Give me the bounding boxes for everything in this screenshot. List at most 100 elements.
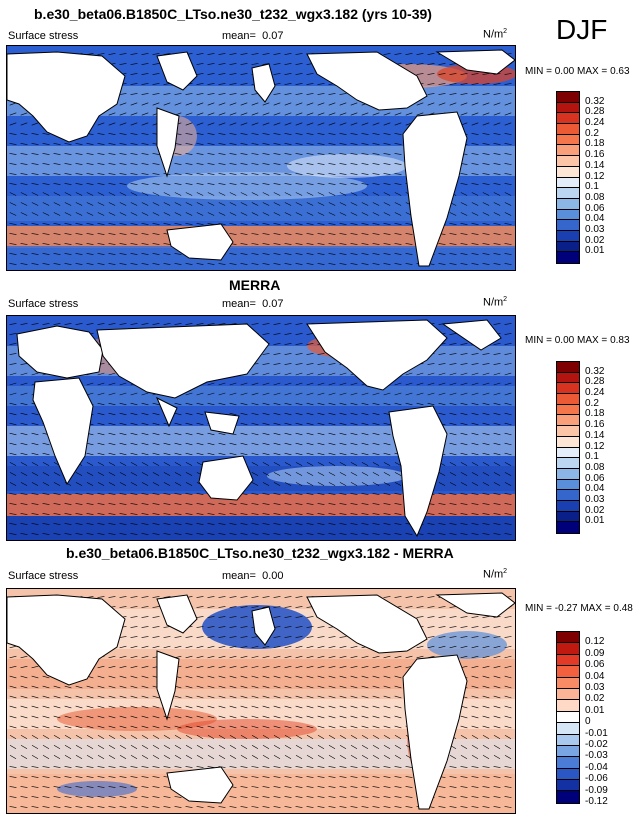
wind-vector [328,153,336,155]
wind-vector [482,636,490,638]
wind-vector [20,263,28,265]
wind-vector [306,382,314,386]
wind-vector [75,233,83,235]
wind-vector [372,806,380,808]
wind-vector [218,626,226,628]
wind-vector [141,754,149,760]
wind-vector [119,636,127,638]
wind-vector [504,343,512,345]
wind-vector [372,402,380,406]
wind-vector [163,533,171,535]
wind-vector [317,472,325,476]
wind-vector [449,432,457,436]
max-value: 0.48 [613,603,633,614]
wind-vector [185,754,193,760]
wind-vector [317,173,325,175]
colorbar-swatch [557,688,579,701]
wind-vector [119,523,127,525]
wind-vector [482,192,490,196]
wind-vector [152,243,160,245]
wind-vector [273,233,281,235]
wind-vector [262,163,270,165]
wind-vector [350,122,358,126]
wind-vector [251,754,259,760]
wind-vector [42,212,50,216]
wind-vector [53,725,61,729]
wind-vector [438,382,446,386]
wind-vector [471,102,479,106]
wind-vector [251,382,259,386]
wind-vector [185,112,193,116]
colorbar-swatch [557,700,579,712]
wind-vector [75,263,83,265]
wind-vector [185,263,193,265]
wind-vector [251,655,259,659]
wind-vector [64,143,72,145]
wind-vector [174,533,182,535]
wind-vector [218,102,226,106]
wind-vector [273,616,281,618]
wind-vector [504,333,512,335]
wind-vector [306,655,314,659]
wind-vector [306,725,314,729]
wind-vector [53,323,61,325]
wind-vector [361,112,369,116]
wind-vector [383,422,391,426]
wind-vector [295,122,303,126]
wind-vector [207,122,215,126]
wind-vector [86,223,94,225]
wind-vector [284,353,292,355]
wind-vector [460,513,468,515]
wind-vector [229,233,237,235]
wind-vector [229,163,237,165]
wind-vector [229,626,237,628]
wind-vector [460,263,468,265]
wind-vector [328,776,336,778]
wind-vector [295,675,303,679]
wind-vector [361,422,369,426]
wind-vector [75,715,83,719]
wind-vector [141,223,149,225]
wind-vector [9,776,17,778]
wind-vector [405,806,413,808]
wind-vector [471,93,479,95]
wind-vector [471,776,479,778]
wind-vector [317,766,325,768]
wind-vector [42,253,50,255]
wind-vector [97,513,105,515]
wind-vector [185,212,193,216]
wind-vector [339,93,347,95]
wind-vector [53,523,61,525]
wind-vector [372,734,380,740]
wind-vector [141,412,149,416]
wind-vector [53,183,61,185]
wind-vector [218,143,226,145]
wind-vector [471,655,479,659]
wind-vector [284,744,292,750]
wind-vector [295,83,303,85]
wind-vector [394,133,402,135]
wind-vector [86,382,94,386]
wind-vector [9,133,17,135]
wind-vector [471,442,479,446]
wind-vector [31,786,39,788]
wind-vector [449,472,457,476]
wind-vector [273,343,281,345]
wind-vector [53,223,61,225]
wind-vector [75,472,83,476]
wind-vector [86,493,94,495]
wind-vector [284,412,292,416]
wind-vector [185,685,193,689]
wind-vector [42,725,50,729]
wind-vector [317,143,325,145]
wind-vector [31,725,39,729]
wind-vector [416,102,424,106]
wind-vector [9,655,17,659]
wind-vector [394,685,402,689]
wind-vector [108,192,116,196]
wind-vector [97,382,105,386]
wind-vector [42,442,50,446]
wind-vector [163,323,171,325]
colorbar-swatches [556,631,580,804]
wind-vector [229,776,237,778]
